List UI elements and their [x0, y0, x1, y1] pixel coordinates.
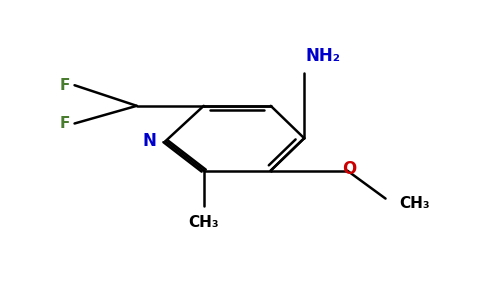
Text: CH₃: CH₃	[188, 215, 219, 230]
Text: N: N	[143, 132, 157, 150]
Text: CH₃: CH₃	[399, 196, 430, 211]
Text: F: F	[60, 78, 70, 93]
Text: NH₂: NH₂	[306, 46, 341, 64]
Text: F: F	[60, 116, 70, 131]
Text: O: O	[343, 160, 357, 178]
